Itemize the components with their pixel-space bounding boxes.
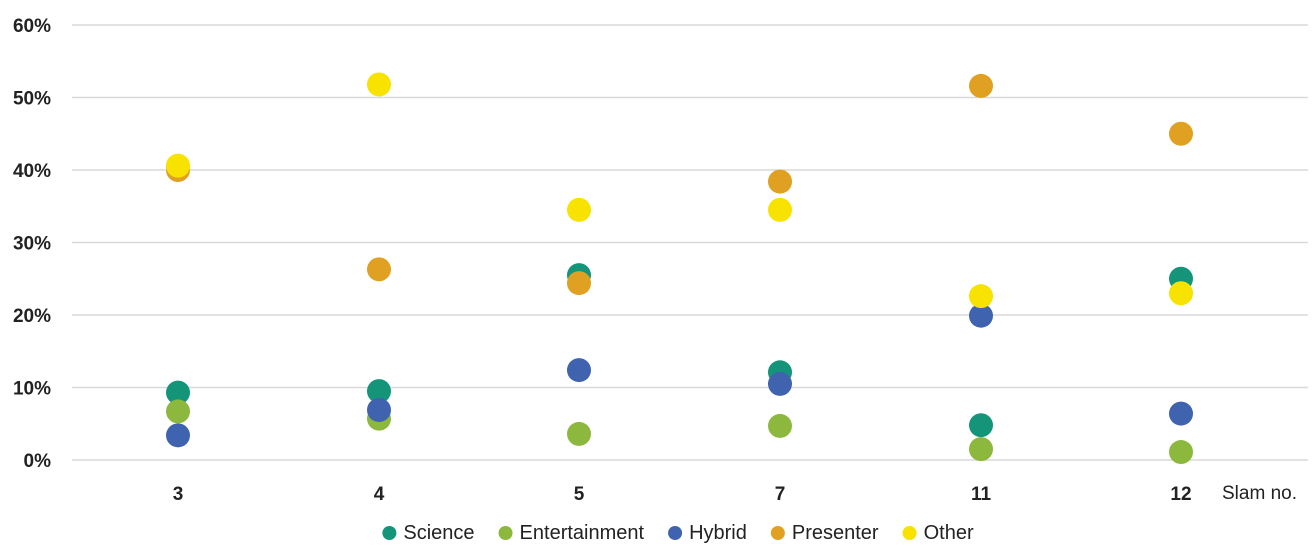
legend-label: Hybrid: [689, 522, 747, 544]
data-point-other: [1169, 281, 1193, 306]
data-point-science: [367, 379, 391, 404]
legend-item-entertainment: Entertainment: [498, 522, 645, 544]
data-point-hybrid: [166, 423, 190, 448]
data-point-other: [367, 72, 391, 97]
legend-label: Presenter: [792, 522, 879, 544]
legend-label: Science: [403, 522, 474, 544]
y-tick-label: 20%: [13, 306, 51, 327]
x-tick-label: 11: [971, 484, 992, 505]
x-axis-title: Slam no.: [1222, 483, 1297, 504]
data-point-hybrid: [567, 358, 591, 383]
gridlines: [72, 24, 1308, 461]
data-point-science: [166, 380, 190, 405]
data-point-entertainment: [969, 437, 993, 462]
data-point-entertainment: [768, 413, 792, 438]
legend-item-hybrid: Hybrid: [668, 522, 747, 544]
data-point-hybrid: [367, 397, 391, 422]
legend-marker: [668, 526, 683, 540]
legend: Science Entertainment Hybrid Presenter Other: [382, 522, 974, 544]
data-point-presenter: [969, 73, 993, 98]
data-point-entertainment: [567, 421, 591, 446]
legend-marker: [382, 526, 397, 540]
data-point-other: [166, 153, 190, 178]
legend-marker: [770, 526, 785, 540]
data-point-hybrid: [1169, 401, 1193, 426]
data-point-presenter: [367, 257, 391, 282]
y-axis-ticks: 0% 10% 20% 30% 40% 50% 60%: [13, 16, 51, 472]
y-tick-label: 50%: [13, 89, 51, 110]
legend-marker: [498, 526, 513, 540]
y-tick-label: 0%: [24, 451, 52, 472]
legend-label: Other: [924, 522, 974, 544]
legend-item-presenter: Presenter: [770, 522, 879, 544]
data-point-other: [969, 284, 993, 309]
data-points: [166, 72, 1193, 465]
data-point-entertainment: [1169, 440, 1193, 465]
data-point-entertainment: [166, 399, 190, 424]
data-point-presenter: [768, 169, 792, 194]
data-point-presenter: [567, 271, 591, 296]
y-tick-label: 10%: [13, 379, 51, 400]
x-axis-ticks: 3 4 5 7 11 12: [173, 484, 1192, 505]
x-tick-label: 7: [775, 484, 786, 505]
data-point-hybrid: [768, 371, 792, 396]
data-point-other: [567, 197, 591, 222]
legend-item-science: Science: [382, 522, 475, 544]
legend-label: Entertainment: [520, 522, 645, 544]
data-point-science: [969, 413, 993, 438]
y-tick-label: 40%: [13, 161, 51, 182]
x-tick-label: 3: [173, 484, 184, 505]
y-tick-label: 30%: [13, 234, 51, 255]
legend-item-other: Other: [902, 522, 974, 544]
x-tick-label: 12: [1170, 484, 1191, 505]
data-point-hybrid: [969, 303, 993, 328]
x-tick-label: 4: [374, 484, 385, 505]
data-point-other: [768, 197, 792, 222]
legend-marker: [902, 526, 917, 540]
x-tick-label: 5: [574, 484, 585, 505]
y-tick-label: 60%: [13, 16, 51, 37]
data-point-presenter: [1169, 121, 1193, 146]
